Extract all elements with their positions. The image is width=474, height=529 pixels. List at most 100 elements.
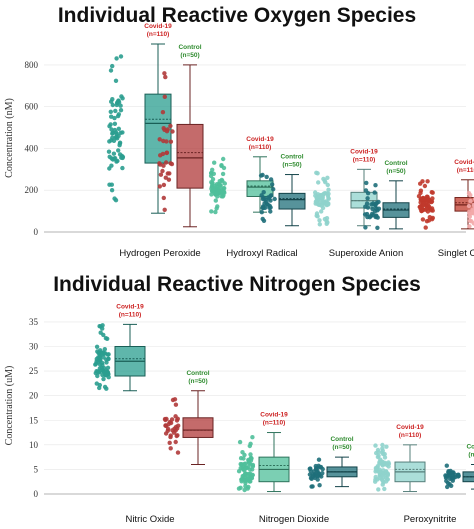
data-point <box>165 426 171 432</box>
data-point <box>320 471 325 476</box>
data-point <box>173 439 178 445</box>
data-point <box>93 361 99 366</box>
data-point <box>363 204 368 209</box>
data-point <box>118 108 124 113</box>
data-point <box>168 139 174 144</box>
data-point <box>248 452 253 457</box>
data-point <box>268 198 273 203</box>
series-n-label: (n=110) <box>119 311 142 318</box>
data-point <box>157 184 162 189</box>
data-point <box>120 165 125 171</box>
data-point <box>117 140 123 145</box>
data-point <box>250 462 256 468</box>
data-point <box>370 206 375 212</box>
data-point <box>116 112 122 117</box>
category-group: Covid-19(n=110) Control(n=50) Nitrogen Dio… <box>236 412 358 525</box>
data-point <box>319 209 324 214</box>
data-point <box>107 166 112 171</box>
data-point <box>373 443 378 448</box>
data-point <box>213 209 218 215</box>
data-point <box>380 478 385 484</box>
series-n-label: (n=110) <box>353 156 376 163</box>
data-point <box>248 455 253 461</box>
data-point <box>116 148 121 153</box>
data-point <box>219 163 224 169</box>
chart-panel-2: Individual Reactive Nitrogen Species 0 5 10… <box>4 273 474 525</box>
y-tick-label: 10 <box>29 440 39 450</box>
series-n-label: (n=50) <box>180 52 199 59</box>
series-label: Covid-19 <box>116 303 144 310</box>
data-point <box>242 461 247 467</box>
data-point <box>162 94 167 100</box>
category-label: Nitric Oxide <box>125 514 174 525</box>
data-point <box>116 100 122 105</box>
category-label: Hydroxyl Radical <box>226 248 297 259</box>
data-point <box>209 209 214 214</box>
y-tick-label: 200 <box>25 185 39 195</box>
box <box>278 192 306 210</box>
data-point <box>110 102 116 108</box>
data-point <box>112 196 117 201</box>
series-n-label: (n=50) <box>386 168 405 175</box>
data-point <box>376 453 381 458</box>
data-point <box>111 151 117 156</box>
data-point <box>364 180 369 186</box>
data-point <box>237 439 243 445</box>
data-point <box>385 477 390 482</box>
data-point <box>322 191 327 196</box>
data-point <box>220 189 225 195</box>
data-point <box>210 167 215 172</box>
data-point <box>163 74 168 80</box>
data-point <box>322 216 328 222</box>
data-point <box>167 440 172 445</box>
category-label: Peroxynitrite <box>404 514 457 525</box>
data-point <box>323 180 328 185</box>
data-point <box>373 479 378 484</box>
chart-title: Individual Reactive Oxygen Species <box>58 4 416 27</box>
category-group: Covid-19(n=110) Control(n=50) Superoxide A… <box>313 148 410 259</box>
data-point <box>209 186 214 191</box>
data-point <box>416 194 422 199</box>
y-axis-label: Concentration (uM) <box>4 366 15 446</box>
data-point <box>375 225 380 230</box>
data-point <box>163 160 169 165</box>
data-point <box>101 376 106 382</box>
data-point <box>471 221 474 226</box>
data-point <box>168 420 174 426</box>
data-point <box>173 402 179 407</box>
data-point <box>160 110 166 115</box>
data-point <box>264 202 270 207</box>
data-point <box>266 195 271 200</box>
data-point <box>175 433 180 438</box>
data-point <box>430 196 435 201</box>
data-point <box>377 467 382 472</box>
data-point <box>430 215 435 221</box>
data-point <box>449 470 454 475</box>
data-point <box>381 468 386 473</box>
data-point <box>314 195 319 200</box>
data-point <box>158 153 163 158</box>
series-n-label: (n=110) <box>249 144 272 151</box>
series-label: Control <box>280 154 303 161</box>
data-point <box>220 179 225 184</box>
data-point <box>104 360 109 365</box>
data-point <box>386 464 391 469</box>
data-point <box>451 475 456 481</box>
data-point <box>382 486 387 492</box>
data-point <box>384 444 389 449</box>
y-tick-label: 20 <box>29 391 39 401</box>
data-point <box>369 202 374 207</box>
data-point <box>373 183 378 188</box>
series-label: Control <box>186 370 209 377</box>
data-point <box>268 177 274 182</box>
data-point <box>99 360 105 365</box>
data-point <box>96 355 101 360</box>
data-point <box>173 414 178 419</box>
data-point <box>108 109 114 115</box>
data-point <box>104 386 109 391</box>
data-point <box>112 115 117 121</box>
data-point <box>379 459 384 464</box>
data-point <box>314 473 320 479</box>
data-point <box>385 472 390 477</box>
